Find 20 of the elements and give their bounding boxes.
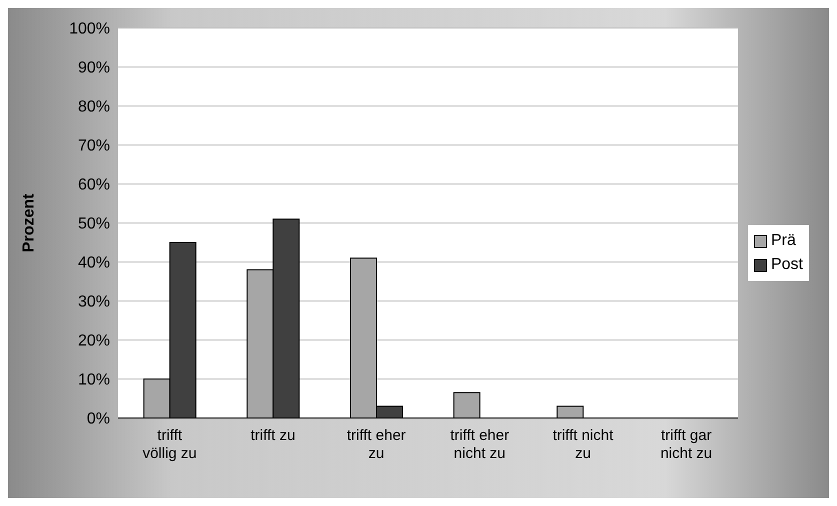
- y-tick-label: 50%: [78, 216, 110, 233]
- x-tick-label: trifft eher nicht zu: [450, 427, 510, 462]
- y-tick-label: 70%: [78, 138, 110, 155]
- y-tick-label: 0%: [86, 410, 110, 428]
- x-tick-label: trifft völlig zu: [142, 427, 197, 462]
- y-tick-label: 40%: [78, 254, 110, 272]
- x-tick-label: trifft nicht zu: [552, 427, 614, 462]
- x-tick-label: trifft eher zu: [346, 427, 406, 462]
- y-tick-label: 10%: [78, 372, 110, 389]
- y-tick-label: 100%: [69, 20, 110, 38]
- y-axis-title: Prozent: [20, 192, 38, 252]
- x-tick-label: trifft gar nicht zu: [660, 427, 712, 462]
- legend-label: Post: [770, 255, 803, 275]
- y-tick-label: 30%: [78, 294, 110, 311]
- y-tick-label: 20%: [78, 332, 110, 350]
- y-tick-label: 60%: [78, 176, 110, 194]
- legend-label: Prä: [770, 231, 796, 251]
- x-tick-label: trifft zu: [250, 427, 296, 444]
- y-tick-label: 90%: [78, 60, 110, 77]
- y-tick-label: 80%: [78, 98, 110, 116]
